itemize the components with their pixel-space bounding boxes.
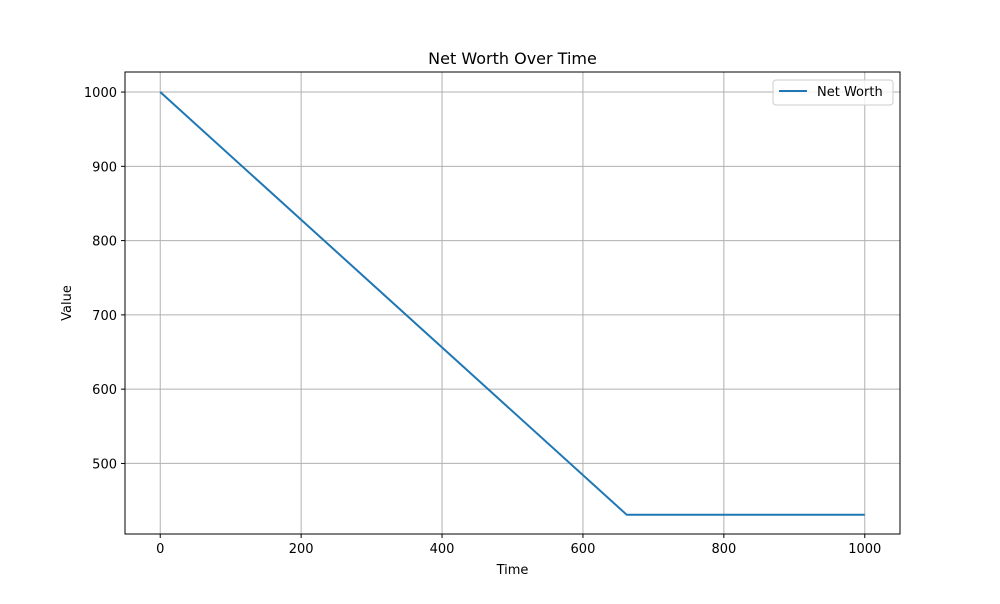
x-tick-label: 600 bbox=[571, 542, 596, 557]
x-tick-label: 800 bbox=[711, 542, 736, 557]
axis-ticks: 0 200 400 600 800 1000 500 600 700 800 900 1000 bbox=[84, 86, 881, 557]
grid bbox=[125, 72, 900, 534]
x-tick-label: 1000 bbox=[848, 542, 881, 557]
plot-area-frame bbox=[124, 71, 901, 535]
x-axis-label: Time bbox=[496, 563, 529, 578]
x-tick-label: 0 bbox=[156, 542, 164, 557]
x-tick-label: 200 bbox=[289, 542, 314, 557]
y-tick-label: 1000 bbox=[84, 86, 117, 101]
y-axis-label: Value bbox=[60, 285, 75, 321]
legend-label: Net Worth bbox=[817, 85, 883, 100]
net-worth-line bbox=[159, 91, 865, 516]
x-tick-label: 400 bbox=[430, 542, 455, 557]
legend: Net Worth bbox=[772, 79, 894, 106]
y-tick-label: 600 bbox=[92, 383, 117, 398]
y-tick-label: 900 bbox=[92, 160, 117, 175]
chart-title: Net Worth Over Time bbox=[428, 49, 597, 68]
y-tick-label: 800 bbox=[92, 235, 117, 250]
legend-box bbox=[772, 79, 894, 106]
series-layer bbox=[159, 91, 865, 516]
y-tick-label: 700 bbox=[92, 309, 117, 324]
y-tick-label: 500 bbox=[92, 457, 117, 472]
